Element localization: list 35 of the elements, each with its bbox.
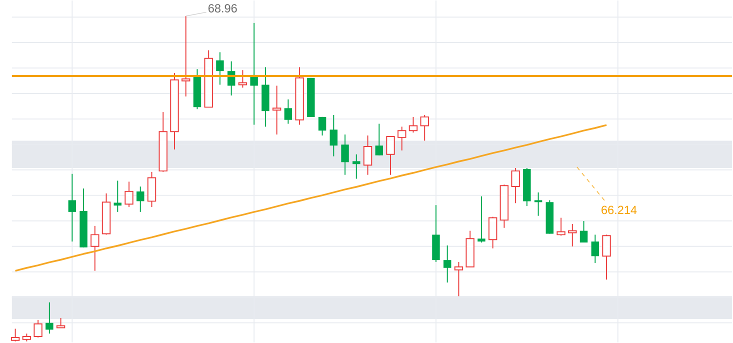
annotation: 66.214 [602, 206, 637, 214]
candlestick [363, 135, 372, 176]
candlestick [534, 192, 542, 216]
candlestick [511, 168, 520, 204]
candlestick [90, 225, 100, 272]
candlestick [556, 217, 566, 236]
candlestick [454, 262, 464, 297]
candlestick [182, 16, 190, 97]
candlestick [318, 116, 326, 136]
candlestick [602, 234, 611, 280]
candlestick [580, 220, 588, 244]
candlestick [46, 302, 54, 334]
candlestick [147, 171, 156, 208]
candlestick [352, 154, 360, 180]
candlestick [68, 173, 76, 242]
candlestick [330, 114, 338, 157]
candlestick [443, 245, 452, 284]
candlestick [398, 126, 406, 151]
candlestick [136, 186, 144, 212]
candlestick [10, 328, 20, 342]
candlestick [124, 181, 134, 208]
candlestick [216, 52, 224, 86]
candlestick [386, 136, 395, 176]
candlestick [478, 196, 486, 244]
candlestick [34, 319, 42, 338]
candlestick [488, 216, 498, 249]
text: 68.96 [208, 4, 237, 13]
candlestick [591, 234, 600, 264]
candlestick [408, 116, 418, 134]
candlestick [341, 134, 349, 176]
candlestick [375, 123, 383, 156]
candlestick [272, 85, 282, 136]
candlestick [420, 114, 429, 142]
candlestick [568, 224, 577, 247]
candlestick [284, 98, 292, 124]
